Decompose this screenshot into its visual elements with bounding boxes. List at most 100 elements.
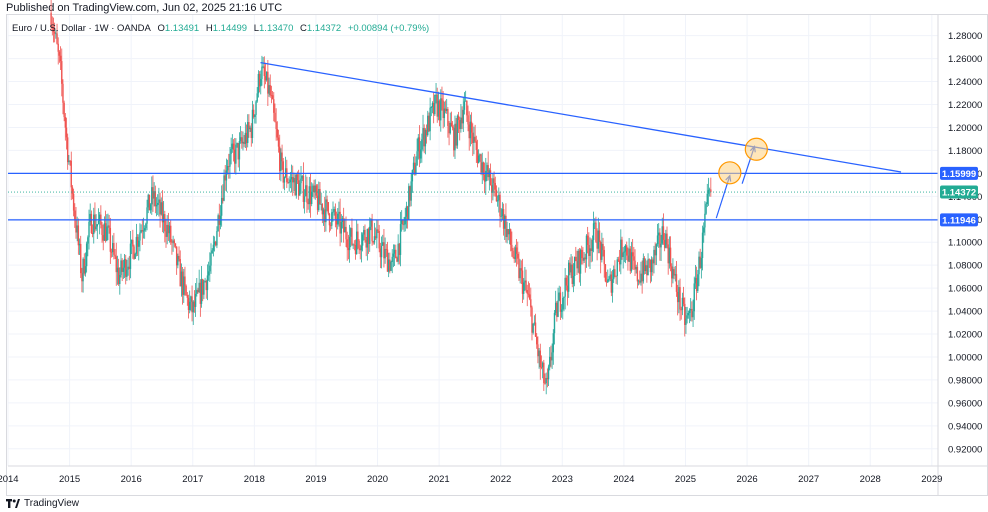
candle-body: [468, 124, 470, 139]
candle-body: [241, 137, 243, 144]
candle-body: [58, 51, 61, 56]
candle-body: [681, 297, 684, 310]
candle-body: [290, 177, 293, 180]
candle-body: [117, 267, 120, 285]
candle-body: [616, 259, 618, 277]
published-caption: Published on TradingView.com, Jun 02, 20…: [6, 2, 283, 14]
candle-body: [390, 261, 392, 271]
candle-body: [605, 281, 608, 283]
candle-body: [418, 137, 421, 159]
candle-body: [450, 122, 453, 127]
candle-body: [283, 176, 286, 183]
candle-body: [229, 153, 231, 167]
candle-body: [480, 154, 482, 173]
candle-body: [282, 161, 284, 183]
candle-body: [232, 143, 235, 150]
candle-body: [168, 225, 171, 234]
candle-body: [397, 243, 399, 262]
candle-body: [141, 230, 144, 232]
candle-body: [69, 160, 71, 162]
candle-body: [447, 108, 449, 126]
candle-body: [355, 231, 358, 255]
candle-body: [62, 83, 64, 103]
candle-body: [196, 289, 198, 294]
candle-body: [451, 126, 454, 128]
candle-body: [545, 377, 547, 384]
candle-body: [432, 103, 435, 115]
candle-body: [613, 269, 615, 280]
candle-body: [515, 247, 518, 254]
candle-body: [402, 220, 404, 225]
candle-body: [262, 66, 264, 68]
candle-body: [301, 175, 303, 179]
candle-body: [583, 257, 585, 261]
candle-body: [261, 66, 263, 79]
candle-body: [627, 255, 629, 262]
candle-body: [668, 247, 671, 264]
candle-body: [660, 243, 662, 248]
y-tick-label: 1.04000: [948, 307, 982, 318]
candle-body: [528, 294, 531, 300]
candle-body: [570, 264, 572, 273]
candle-body: [410, 181, 412, 201]
candle-body: [615, 276, 617, 277]
candle-body: [159, 199, 161, 215]
y-tick-label: 1.08000: [948, 261, 982, 272]
candle-body: [556, 302, 558, 317]
candle-body: [512, 250, 514, 257]
level-badge-upper: 1.15999: [942, 169, 976, 180]
candle-body: [307, 202, 309, 205]
price-axis[interactable]: 1.28000 1.26000 1.24000 1.22000 1.20000 1.180…: [937, 15, 982, 495]
candle-body: [59, 55, 62, 62]
candle-body: [509, 229, 512, 245]
candle-body: [656, 235, 659, 245]
candle-body: [63, 102, 65, 118]
candle-body: [482, 162, 485, 175]
candle-body: [61, 61, 63, 84]
candle-body: [377, 229, 379, 232]
candle-body: [96, 224, 99, 227]
candle-body: [504, 215, 506, 229]
legend-open-label: O: [157, 23, 165, 34]
candle-body: [112, 243, 114, 253]
candle-body: [180, 271, 183, 287]
candle-body: [342, 218, 345, 233]
candle-body: [430, 107, 433, 108]
candle-body: [571, 264, 573, 284]
footer-brand[interactable]: TradingView: [24, 497, 80, 509]
candle-body: [383, 242, 385, 259]
candle-body: [496, 200, 499, 202]
candle-body: [91, 232, 94, 235]
candle-body: [404, 216, 406, 225]
candle-body: [338, 211, 340, 214]
candle-body: [183, 276, 185, 295]
legend-symbol: Euro / U.S. Dollar · 1W · OANDA: [12, 23, 151, 34]
candle-body: [364, 229, 366, 240]
candle-body: [534, 322, 537, 337]
candle-body: [569, 262, 571, 273]
time-axis[interactable]: 2014 2015 2016 2017 2018 2019 2020 2021 2022 2023…: [0, 465, 987, 485]
candle-body: [271, 95, 274, 100]
candle-body: [417, 137, 419, 152]
candle-body: [566, 285, 569, 292]
candle-body: [297, 180, 300, 196]
candle-body: [596, 241, 598, 249]
candle-body: [562, 297, 564, 310]
candle-body: [626, 245, 628, 256]
candle-body: [142, 230, 145, 232]
candle-body: [222, 197, 224, 201]
candle-body: [51, 26, 53, 29]
y-tick-label: 0.94000: [948, 421, 982, 432]
candle-body: [175, 246, 178, 266]
candle-body: [427, 115, 429, 136]
candle-body: [400, 220, 403, 225]
horizontal-levels: [8, 172, 938, 221]
candle-body: [314, 185, 316, 193]
candle-body: [331, 212, 333, 226]
x-tick-label: 2020: [367, 474, 388, 485]
candle-body: [210, 253, 212, 266]
candle-body: [113, 243, 115, 255]
candle-body: [366, 228, 369, 248]
candle-body: [708, 189, 711, 191]
